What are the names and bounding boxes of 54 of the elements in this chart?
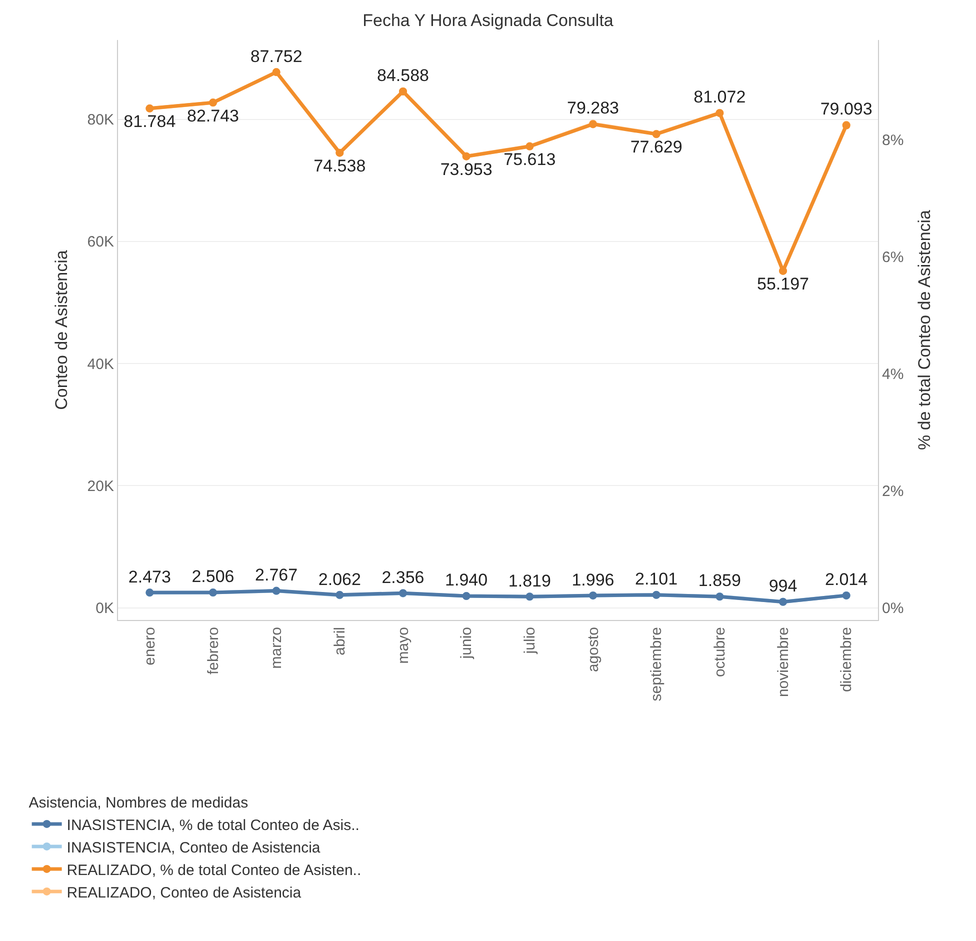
y-axis-title: Conteo de Asistencia bbox=[52, 250, 71, 410]
data-label: 81.072 bbox=[694, 88, 746, 107]
data-label: 994 bbox=[768, 576, 798, 596]
y2-axis-title: % de total Conteo de Asistencia bbox=[915, 209, 934, 450]
x-tick-label: noviembre bbox=[774, 627, 792, 698]
chart-title: Fecha Y Hora Asignada Consulta bbox=[362, 11, 614, 30]
data-label: 75.613 bbox=[504, 150, 556, 169]
data-label: 2.767 bbox=[255, 566, 298, 585]
data-label: 81.784 bbox=[124, 112, 176, 132]
data-label: 2.014 bbox=[825, 570, 868, 590]
legend-label: INASISTENCIA, Conteo de Asistencia bbox=[66, 839, 321, 856]
x-tick-label: enero bbox=[142, 627, 159, 666]
y-tick-label: 40K bbox=[87, 356, 114, 373]
y-tick-label: 20K bbox=[87, 478, 114, 495]
y2-tick-label: 0% bbox=[882, 600, 904, 617]
x-tick-label: julio bbox=[522, 627, 539, 655]
data-label: 74.538 bbox=[314, 156, 366, 176]
x-tick-label: mayo bbox=[394, 627, 412, 664]
data-label: 73.953 bbox=[440, 160, 492, 180]
y2-tick-label: 2% bbox=[882, 483, 904, 500]
y2-tick-label: 8% bbox=[882, 132, 904, 150]
data-label: 1.940 bbox=[445, 570, 488, 590]
data-label: 55.197 bbox=[757, 274, 809, 294]
data-label: 79.093 bbox=[820, 100, 872, 119]
y2-tick-label: 4% bbox=[882, 366, 904, 384]
y-tick-label: 60K bbox=[87, 234, 114, 251]
data-label: 2.473 bbox=[128, 567, 171, 586]
y-tick-label: 80K bbox=[87, 112, 114, 129]
x-tick-label: abril bbox=[332, 627, 349, 656]
data-label: 2.062 bbox=[318, 570, 361, 589]
x-tick-label: febrero bbox=[204, 627, 222, 675]
data-label: 1.996 bbox=[572, 570, 614, 590]
data-label: 84.588 bbox=[377, 66, 429, 86]
y-tick-label: 0K bbox=[96, 600, 114, 618]
x-tick-label: agosto bbox=[584, 627, 602, 672]
data-label: 1.859 bbox=[698, 571, 741, 590]
data-label: 79.283 bbox=[567, 98, 619, 118]
legend-title: Asistencia, Nombres de medidas bbox=[28, 794, 248, 812]
x-tick-label: marzo bbox=[268, 627, 286, 669]
data-label: 87.752 bbox=[250, 46, 302, 66]
data-label: 1.819 bbox=[508, 571, 551, 590]
legend-label: REALIZADO, Conteo de Asistencia bbox=[66, 884, 302, 902]
legend-label: REALIZADO, % de total Conteo de Asisten.. bbox=[66, 862, 362, 879]
x-tick-label: octubre bbox=[712, 627, 729, 678]
data-label: 2.101 bbox=[635, 570, 678, 589]
data-label: 77.629 bbox=[630, 138, 682, 157]
data-label: 2.356 bbox=[382, 568, 424, 588]
x-tick-label: diciembre bbox=[838, 627, 856, 692]
y2-tick-label: 6% bbox=[882, 249, 904, 266]
legend-label: INASISTENCIA, % de total Conteo de Asis.. bbox=[66, 816, 360, 834]
data-label: 82.743 bbox=[187, 106, 239, 126]
data-label: 2.506 bbox=[192, 567, 234, 586]
x-tick-label: septiembre bbox=[648, 627, 666, 702]
x-tick-label: junio bbox=[458, 627, 476, 660]
